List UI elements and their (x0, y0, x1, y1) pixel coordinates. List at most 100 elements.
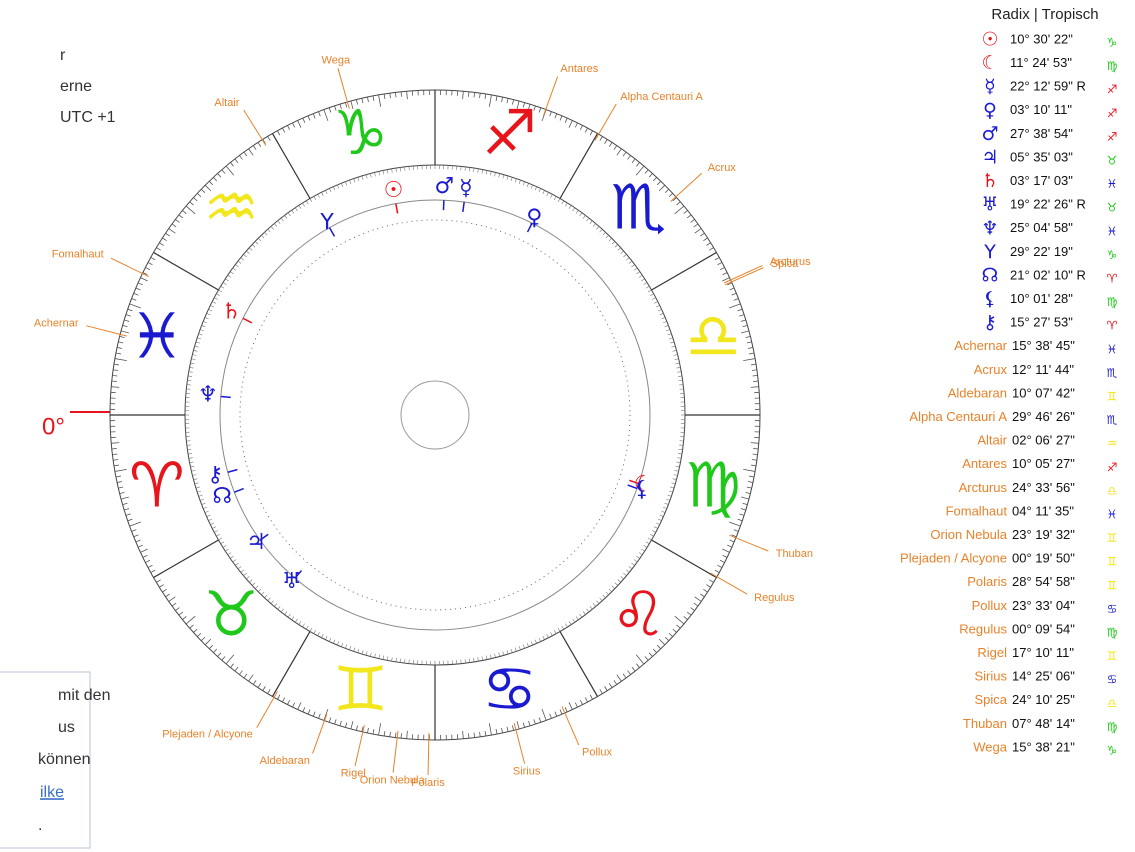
degree-tick (187, 448, 192, 451)
degree-tick (156, 247, 161, 251)
degree-tick (216, 293, 220, 296)
degree-tick (131, 529, 137, 532)
planet-tick (294, 570, 303, 579)
degree-tick (237, 566, 242, 570)
degree-tick (114, 468, 127, 472)
planet-symbol: ☾ (981, 52, 998, 74)
degree-tick (198, 494, 203, 497)
degree-tick (644, 169, 649, 174)
degree-tick (187, 379, 192, 382)
degree-tick (554, 711, 558, 717)
planet-symbol: ⚸ (983, 288, 997, 310)
degree-tick (262, 139, 266, 144)
degree-tick (400, 91, 402, 97)
position: 10° 01' 28" (1010, 291, 1073, 306)
degree-tick (382, 655, 385, 660)
star-name: Sirius (974, 669, 1007, 684)
degree-tick (636, 162, 640, 167)
degree-tick (557, 198, 561, 203)
table: ☉ 10° 30' 22" ♑ ☾ 11° 24' 53" ♍ ☿ 22° 12' 59" R… (900, 29, 1118, 758)
degree-tick (208, 309, 213, 312)
star-name: Alpha Centauri A (909, 409, 1007, 424)
degree-tick (677, 453, 682, 455)
degree-tick (111, 386, 120, 388)
degree-tick (312, 113, 316, 119)
degree-tick (664, 637, 670, 642)
degree-tick (628, 260, 633, 264)
star-leader (86, 325, 128, 337)
position: 24° 33' 56" (1012, 480, 1075, 495)
degree-tick (498, 173, 500, 178)
degree-tick (329, 637, 332, 642)
degree-tick (631, 158, 636, 164)
sign-symbol: ♑ (1107, 744, 1118, 758)
degree-tick (706, 242, 711, 246)
degree-tick (676, 624, 681, 629)
star-label: Acrux (708, 162, 737, 174)
degree-tick (645, 541, 650, 545)
degree-tick (345, 181, 348, 186)
degree-tick (693, 602, 699, 607)
degree-tick (399, 658, 402, 663)
info-link[interactable]: ilke (40, 784, 64, 801)
degree-tick (264, 231, 268, 236)
degree-tick (647, 537, 652, 541)
degree-tick (214, 530, 218, 533)
star-leader (561, 706, 580, 746)
star-label: Rigel (341, 768, 366, 780)
sign-symbol: ♑ (1107, 36, 1118, 50)
degree-tick (666, 329, 671, 332)
degree-tick (675, 362, 680, 365)
degree-tick (599, 597, 603, 601)
degree-tick (533, 105, 536, 111)
star-leader (710, 572, 748, 595)
star-label: Polaris (411, 777, 445, 789)
left-text: erne (60, 78, 92, 95)
degree-tick (557, 627, 561, 632)
degree-tick (572, 618, 576, 623)
degree-tick (747, 347, 753, 349)
degree-tick (212, 301, 216, 304)
sign-symbol: ♎ (1107, 696, 1118, 710)
planet-symbol: ☉ (981, 29, 998, 51)
degree-tick (199, 498, 204, 501)
degree-tick (191, 470, 196, 472)
degree-tick (307, 115, 311, 121)
degree-tick (510, 177, 513, 182)
degree-tick (370, 173, 372, 178)
degree-tick (538, 717, 542, 723)
degree-tick (550, 194, 553, 198)
degree-tick (668, 193, 673, 198)
sign-symbol: ♉ (1107, 201, 1118, 215)
wheel-planet: ☾ (634, 472, 654, 497)
degree-tick (462, 91, 464, 100)
degree-tick (361, 175, 364, 180)
degree-tick (614, 244, 619, 248)
degree-tick (690, 219, 695, 223)
degree-tick (494, 172, 496, 177)
degree-tick (197, 193, 202, 198)
degree-tick (488, 723, 492, 736)
degree-tick (112, 374, 118, 377)
degree-tick (674, 358, 679, 360)
degree-tick (677, 375, 682, 377)
star-label: Arcturus (770, 256, 811, 268)
degree-tick (387, 169, 389, 174)
degree-tick (307, 709, 311, 715)
degree-tick (510, 648, 513, 653)
position: 23° 19' 32" (1012, 527, 1075, 542)
degree-tick (249, 579, 253, 583)
degree-tick (383, 93, 386, 100)
degree-tick (225, 278, 229, 282)
degree-tick (516, 721, 520, 730)
planet-symbol: ♀ (983, 99, 997, 121)
star-name: Spica (974, 692, 1007, 707)
degree-tick (613, 680, 618, 685)
degree-tick (188, 375, 193, 377)
wheel-planet: ☿ (459, 176, 473, 201)
sign-symbol: ♓ (1107, 342, 1118, 356)
degree-tick (670, 341, 675, 344)
degree-tick (729, 287, 735, 291)
sign-boundary (559, 133, 599, 199)
degree-tick (302, 117, 306, 123)
